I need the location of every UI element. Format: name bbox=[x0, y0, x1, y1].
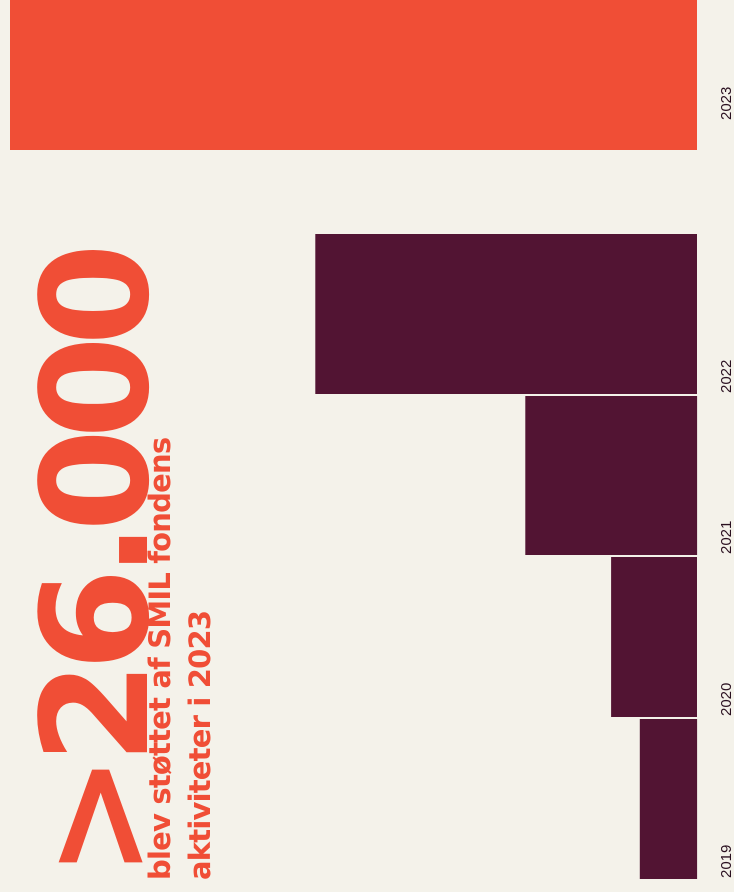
year-label-2022: 2022 bbox=[718, 360, 734, 393]
bar-2019 bbox=[639, 719, 698, 879]
bar-2022 bbox=[315, 234, 697, 394]
bar-2021 bbox=[525, 396, 698, 555]
year-label-2023: 2023 bbox=[718, 87, 734, 120]
year-label-2020: 2020 bbox=[718, 683, 734, 716]
year-label-2019: 2019 bbox=[718, 845, 734, 878]
bar-2023 bbox=[10, 0, 697, 150]
year-label-2021: 2021 bbox=[718, 521, 734, 554]
bar-2020 bbox=[611, 557, 697, 717]
